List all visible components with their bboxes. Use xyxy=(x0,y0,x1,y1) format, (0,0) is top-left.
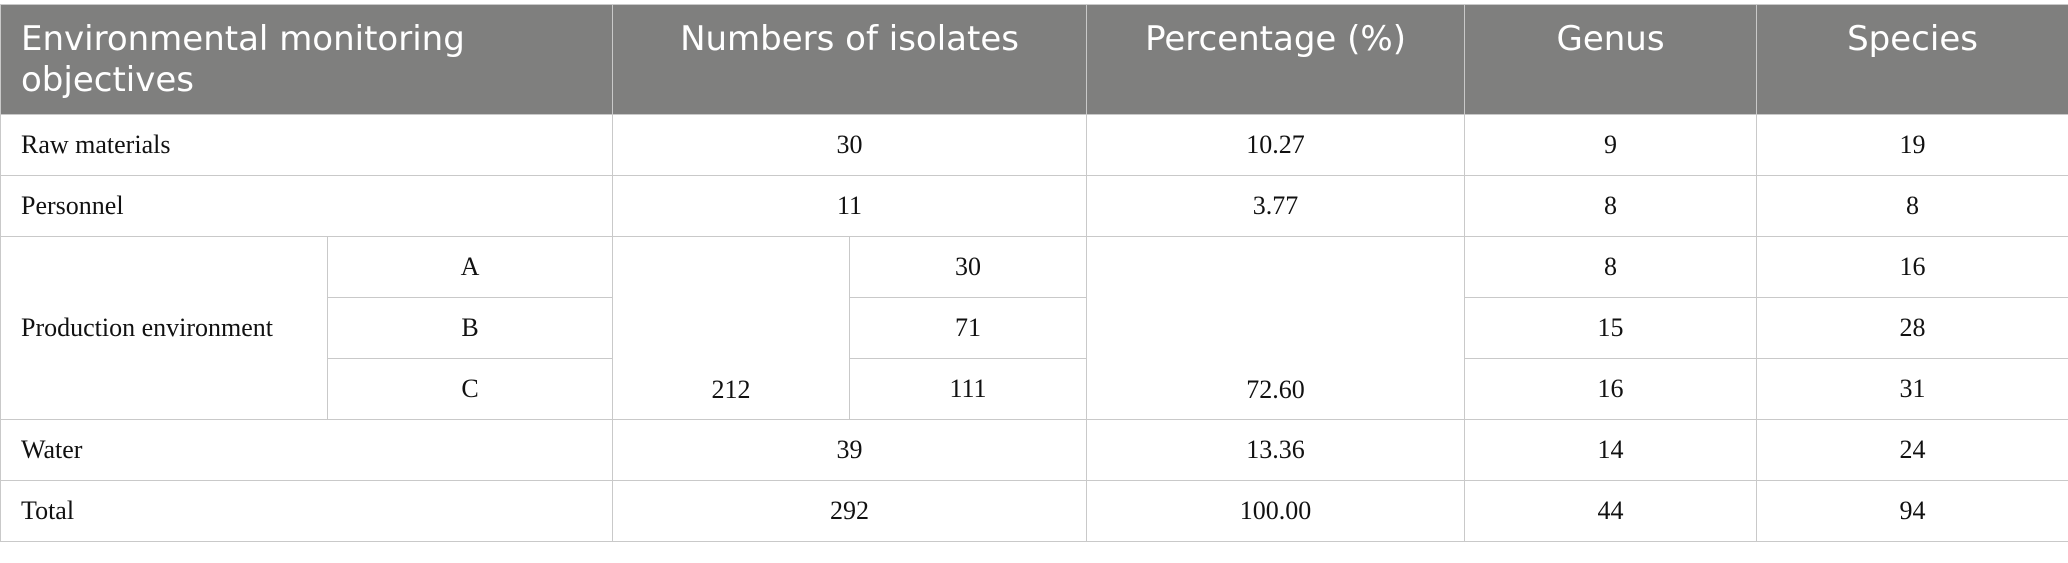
species-cell: 24 xyxy=(1756,419,2068,481)
genus-cell: 9 xyxy=(1464,114,1758,176)
row-label: Water xyxy=(0,419,614,481)
species-cell: 16 xyxy=(1756,236,2068,298)
species-cell: 28 xyxy=(1756,297,2068,359)
isolates-total-cell: 212 xyxy=(612,236,851,420)
percentage-cell: 72.60 xyxy=(1086,236,1466,420)
row-label: Total xyxy=(0,480,614,542)
species-cell: 8 xyxy=(1756,175,2068,237)
header-genus: Genus xyxy=(1464,4,1758,115)
percentage-cell: 10.27 xyxy=(1086,114,1466,176)
isolates-cell: 30 xyxy=(612,114,1088,176)
percentage-cell: 100.00 xyxy=(1086,480,1466,542)
percentage-cell: 13.36 xyxy=(1086,419,1466,481)
sub-label-cell: B xyxy=(326,297,614,359)
species-cell: 94 xyxy=(1756,480,2068,542)
table-row: Raw materials 30 10.27 9 19 xyxy=(0,114,2068,176)
header-objectives: Environmental monitoring objectives xyxy=(0,4,614,115)
sub-label-cell: A xyxy=(326,236,614,298)
genus-cell: 44 xyxy=(1464,480,1758,542)
isolates-cell: 292 xyxy=(612,480,1088,542)
isolates-cell: 39 xyxy=(612,419,1088,481)
sub-isolates-cell: 71 xyxy=(849,297,1088,359)
isolates-cell: 11 xyxy=(612,175,1088,237)
sub-isolates-cell: 30 xyxy=(849,236,1088,298)
table-row: C 111 16 31 xyxy=(1,358,2068,420)
table-row: Total 292 100.00 44 94 xyxy=(0,480,2068,542)
genus-cell: 8 xyxy=(1464,175,1758,237)
genus-cell: 8 xyxy=(1464,236,1758,298)
production-environment-label: Production environment xyxy=(21,313,274,342)
row-label: Production environment xyxy=(0,236,328,420)
table-row: Production environment A 212 30 72.60 8 … xyxy=(0,236,2068,420)
genus-cell: 14 xyxy=(1464,419,1758,481)
header-species: Species xyxy=(1756,4,2068,115)
sub-isolates-cell: 111 xyxy=(849,358,1088,420)
header-percentage: Percentage (%) xyxy=(1086,4,1466,115)
header-isolates: Numbers of isolates xyxy=(612,4,1088,115)
percentage-cell: 3.77 xyxy=(1086,175,1466,237)
genus-cell: 15 xyxy=(1464,297,1758,359)
table-row: Personnel 11 3.77 8 8 xyxy=(0,175,2068,237)
header-row: Environmental monitoring objectives Numb… xyxy=(0,4,2068,115)
row-label: Personnel xyxy=(0,175,614,237)
table-row: B 71 15 28 xyxy=(1,297,2068,359)
table-row: Water 39 13.36 14 24 xyxy=(0,419,2068,481)
genus-cell: 16 xyxy=(1464,358,1758,420)
sub-label-cell: C xyxy=(326,358,614,420)
isolates-table: Environmental monitoring objectives Numb… xyxy=(0,4,2068,542)
species-cell: 31 xyxy=(1756,358,2068,420)
species-cell: 19 xyxy=(1756,114,2068,176)
row-label: Raw materials xyxy=(0,114,614,176)
